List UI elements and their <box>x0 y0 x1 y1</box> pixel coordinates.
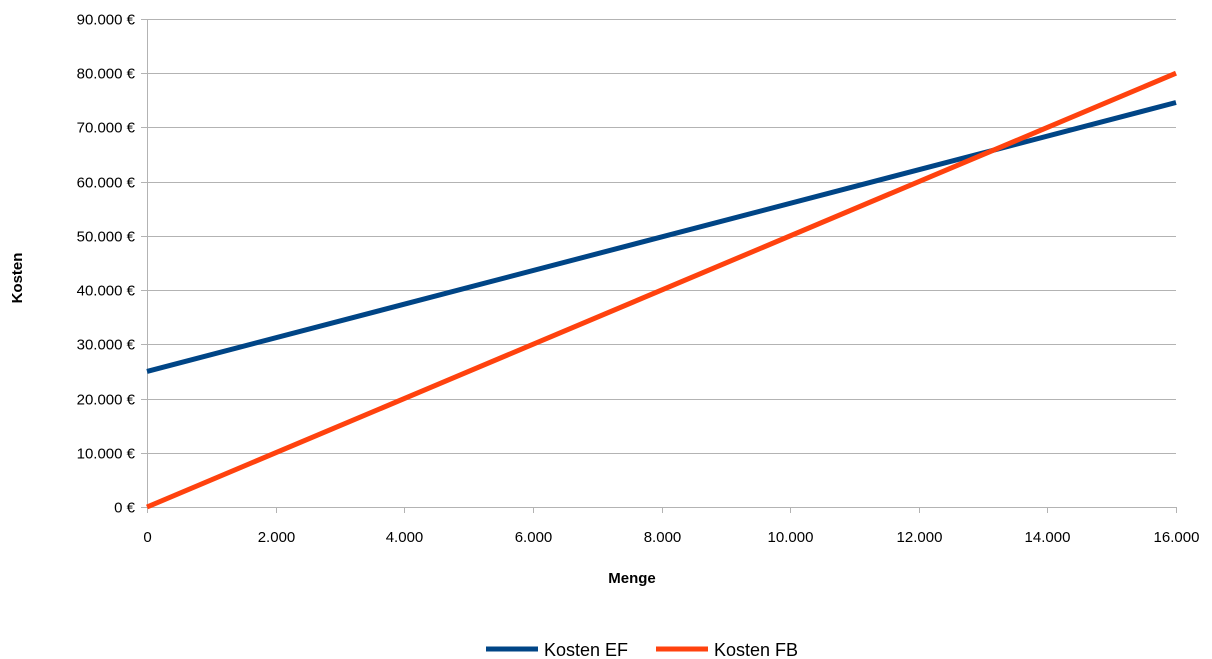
y-axis-title: Kosten <box>9 253 26 304</box>
y-tick-label: 10.000 € <box>77 446 136 463</box>
y-tick-label: 40.000 € <box>77 283 136 300</box>
series-line-2 <box>146 70 1177 510</box>
x-tick-label: 4.000 <box>386 529 424 546</box>
axes <box>141 19 1177 513</box>
x-tick-label: 6.000 <box>515 529 553 546</box>
legend-label: Kosten FB <box>714 640 798 659</box>
legend-label: Kosten EF <box>544 640 628 659</box>
y-tick-label: 0 € <box>114 500 136 517</box>
y-tick-label: 90.000 € <box>77 12 136 29</box>
x-tick-label: 0 <box>143 529 151 546</box>
x-tick-label: 16.000 <box>1154 529 1200 546</box>
x-tick-label: 8.000 <box>644 529 682 546</box>
legend-item: Kosten FB <box>656 640 798 659</box>
x-tick-label: 14.000 <box>1025 529 1071 546</box>
series-lines <box>146 70 1177 510</box>
y-tick-label: 80.000 € <box>77 66 136 83</box>
y-tick-labels: 0 € 10.000 € 20.000 € 30.000 € 40.000 € 50.00… <box>77 12 136 517</box>
y-tick-label: 30.000 € <box>77 337 136 354</box>
y-tick-label: 50.000 € <box>77 229 136 246</box>
y-tick-label: 70.000 € <box>77 120 136 137</box>
x-tick-label: 2.000 <box>258 529 296 546</box>
x-tick-labels: 0 2.000 4.000 6.000 8.000 10.000 12.000 14.000 1… <box>143 529 1199 546</box>
legend-item: Kosten EF <box>486 640 628 659</box>
legend: Kosten EF Kosten FB <box>486 640 798 659</box>
x-tick-label: 10.000 <box>768 529 814 546</box>
y-tick-label: 60.000 € <box>77 175 136 192</box>
x-tick-label: 12.000 <box>897 529 943 546</box>
y-tick-label: 20.000 € <box>77 392 136 409</box>
x-axis-title: Menge <box>608 570 656 587</box>
